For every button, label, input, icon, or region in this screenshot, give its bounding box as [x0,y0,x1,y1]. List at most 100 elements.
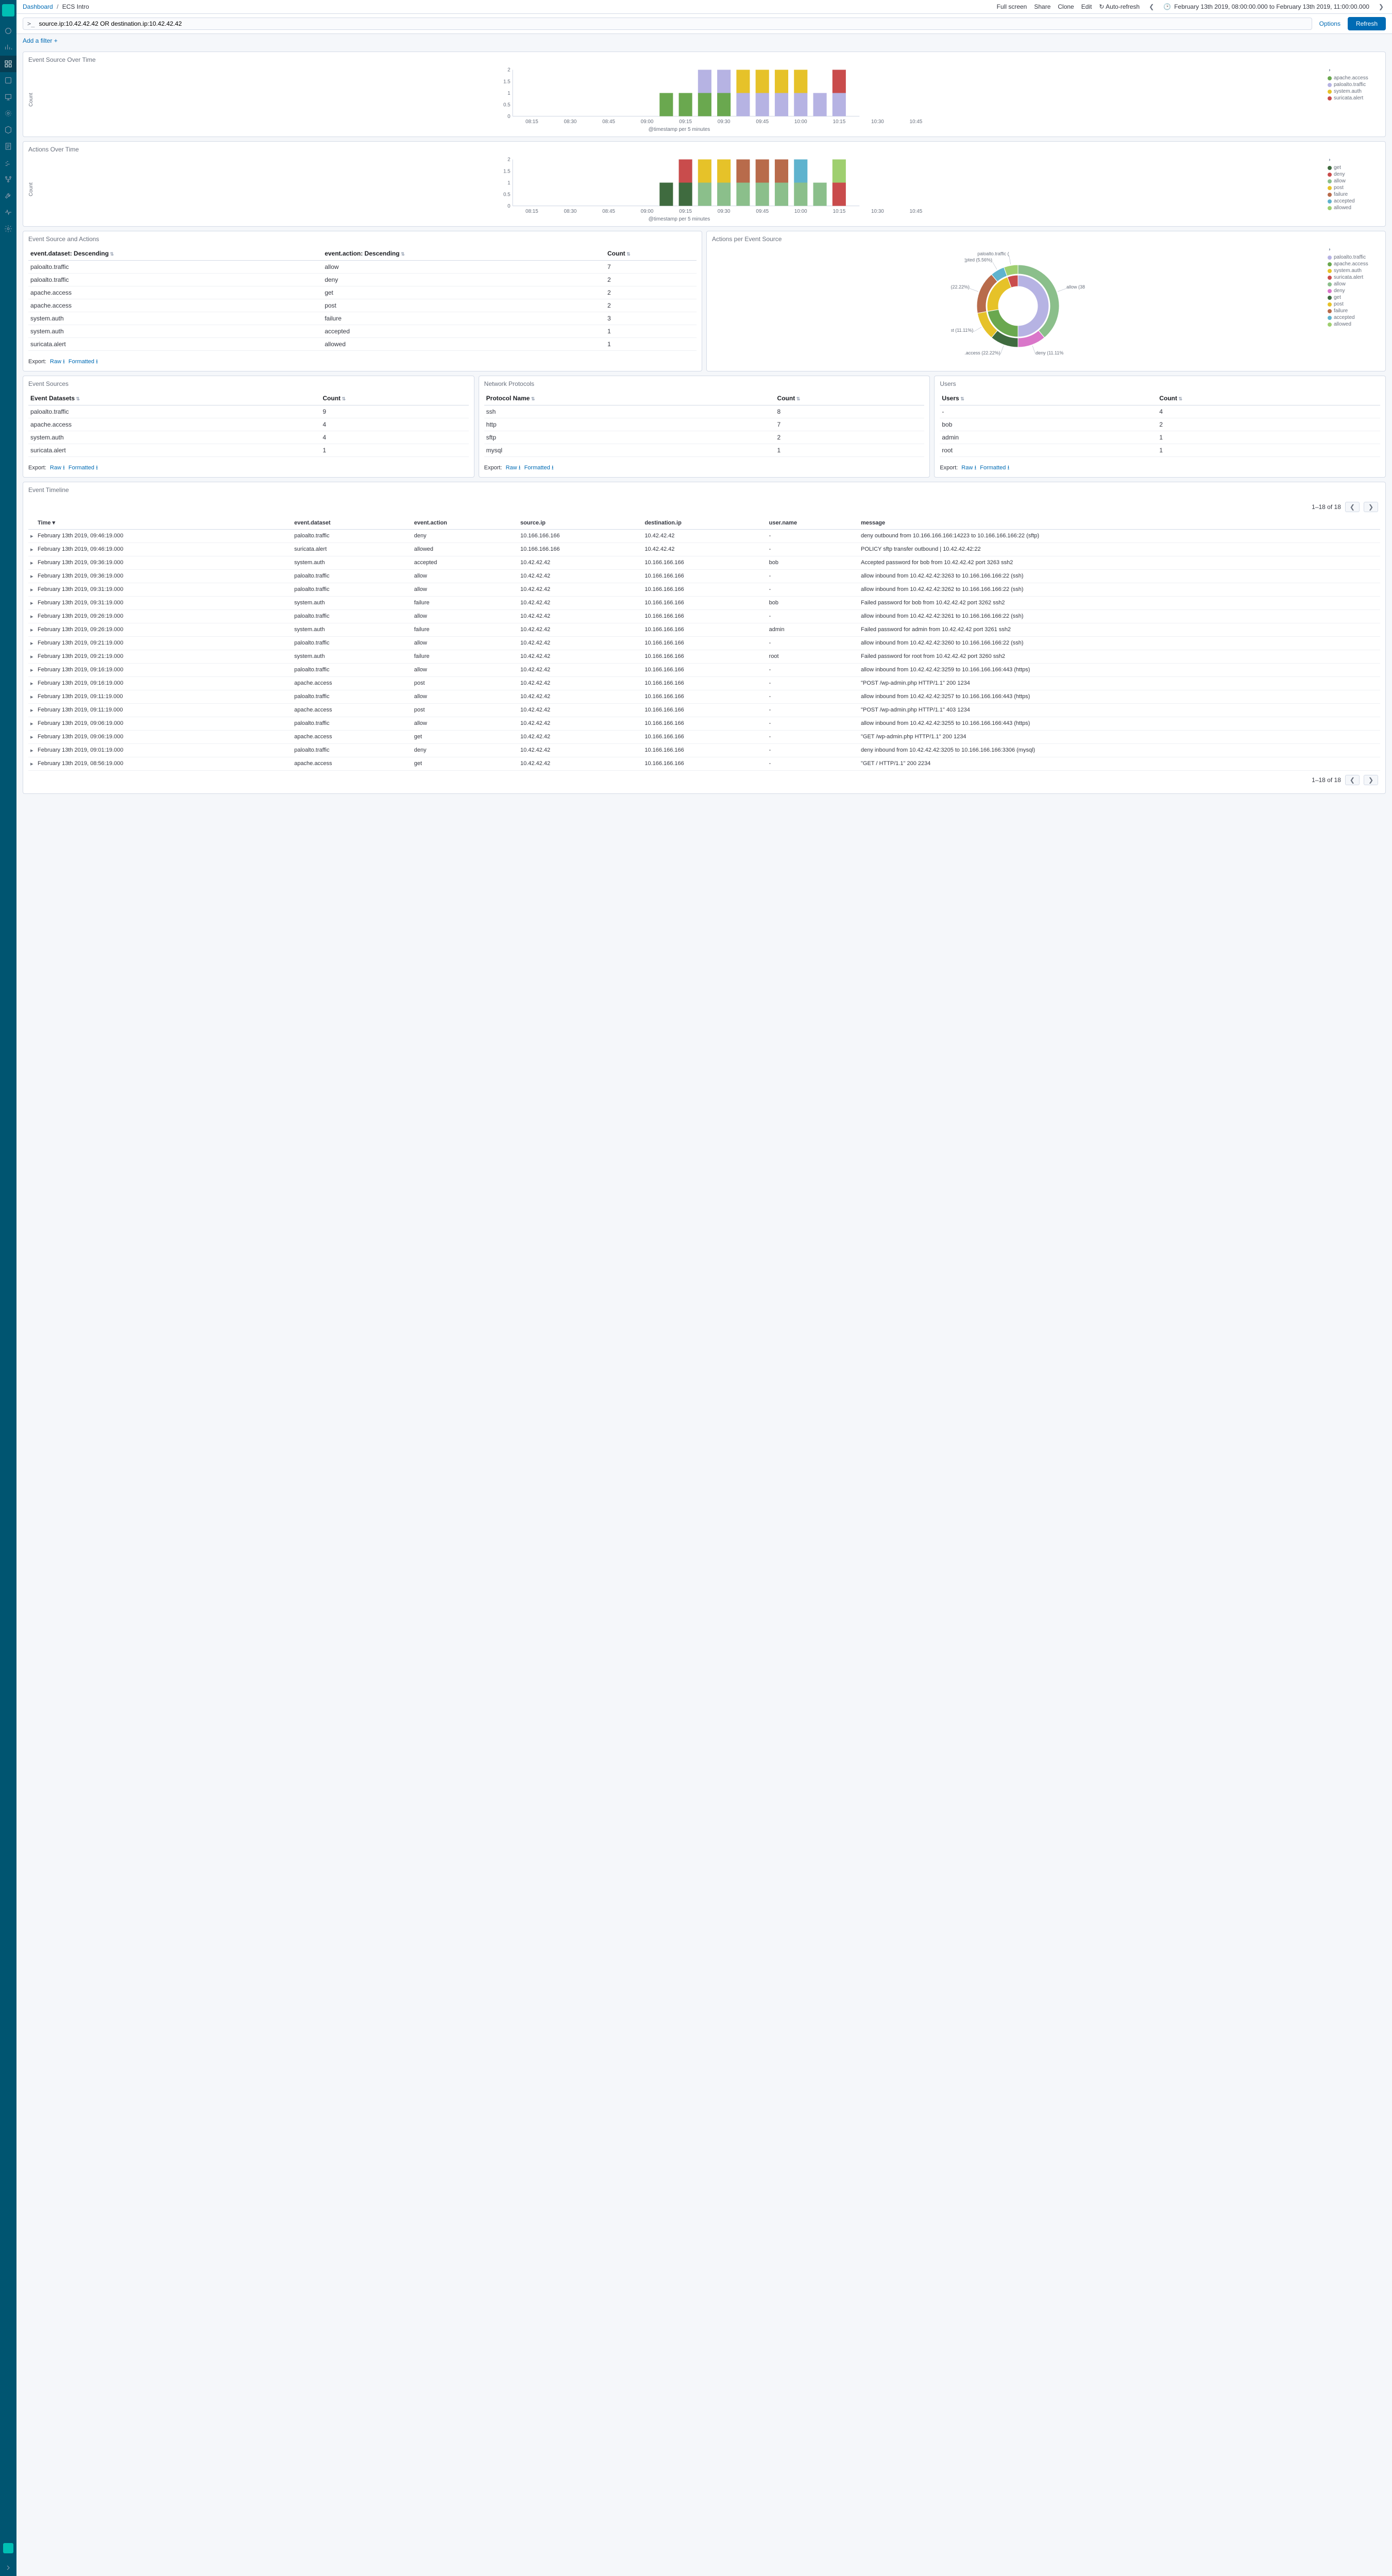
expand-row-icon[interactable]: ▸ [28,543,36,556]
timerange-next-icon[interactable]: ❯ [1377,3,1386,10]
legend-item[interactable]: suricata.alert [1328,95,1380,101]
timerange-prev-icon[interactable]: ❮ [1147,3,1156,10]
export-formatted[interactable]: Formatted ⭳ [69,465,98,471]
nav-management-icon[interactable] [0,221,16,237]
table-row[interactable]: ▸February 13th 2019, 09:21:19.000system.… [28,650,1380,664]
table-row[interactable]: ▸February 13th 2019, 09:21:19.000paloalt… [28,637,1380,650]
breadcrumb-root[interactable]: Dashboard [23,3,53,10]
table-row[interactable]: ▸February 13th 2019, 09:06:19.000paloalt… [28,717,1380,731]
legend-item[interactable]: accepted [1328,198,1380,204]
column-header[interactable]: Count [605,247,697,261]
table-row[interactable]: ▸February 13th 2019, 09:26:19.000system.… [28,623,1380,637]
expand-row-icon[interactable]: ▸ [28,664,36,677]
table-row[interactable]: ▸February 13th 2019, 09:16:19.000paloalt… [28,664,1380,677]
expand-row-icon[interactable]: ▸ [28,610,36,623]
legend-item[interactable]: paloalto.traffic [1328,82,1380,88]
table-row[interactable]: ▸February 13th 2019, 09:16:19.000apache.… [28,677,1380,690]
legend-toggle-icon[interactable]: ◑ [1328,247,1380,252]
pager-next[interactable]: ❯ [1364,502,1378,512]
legend-item[interactable]: suricata.alert [1328,275,1380,280]
legend-item[interactable]: failure [1328,192,1380,197]
expand-row-icon[interactable]: ▸ [28,650,36,664]
pager-prev[interactable]: ❮ [1345,775,1360,785]
nav-timelion-icon[interactable] [0,72,16,89]
column-header[interactable]: Count [775,392,925,405]
pager-prev[interactable]: ❮ [1345,502,1360,512]
nav-discover-icon[interactable] [0,23,16,39]
column-header[interactable]: Event Datasets [28,392,320,405]
query-options[interactable]: Options [1319,20,1340,27]
nav-apm-icon[interactable] [0,155,16,171]
column-header[interactable]: destination.ip [642,516,767,530]
legend-item[interactable]: system.auth [1328,89,1380,94]
legend-item[interactable]: failure [1328,308,1380,314]
table-row[interactable]: ▸February 13th 2019, 09:26:19.000paloalt… [28,610,1380,623]
table-row[interactable]: admin1 [940,431,1380,444]
table-row[interactable]: sftp2 [484,431,925,444]
table-row[interactable]: ▸February 13th 2019, 09:06:19.000apache.… [28,731,1380,744]
menu-fullscreen[interactable]: Full screen [997,3,1027,10]
legend-item[interactable]: allowed [1328,321,1380,327]
menu-clone[interactable]: Clone [1058,3,1074,10]
column-header[interactable]: event.action: Descending [322,247,605,261]
expand-row-icon[interactable]: ▸ [28,757,36,771]
expand-row-icon[interactable]: ▸ [28,731,36,744]
legend-item[interactable]: system.auth [1328,268,1380,274]
legend-item[interactable]: post [1328,185,1380,191]
legend-item[interactable]: get [1328,295,1380,300]
legend-toggle-icon[interactable]: ◑ [1328,67,1380,73]
export-formatted[interactable]: Formatted ⭳ [69,359,98,365]
nav-collapse-icon[interactable] [0,2560,16,2576]
legend-item[interactable]: apache.access [1328,75,1380,81]
expand-row-icon[interactable]: ▸ [28,597,36,610]
expand-row-icon[interactable]: ▸ [28,623,36,637]
timerange-picker[interactable]: 🕑 February 13th 2019, 08:00:00.000 to Fe… [1163,3,1369,10]
table-row[interactable]: ▸February 13th 2019, 09:36:19.000system.… [28,556,1380,570]
menu-edit[interactable]: Edit [1081,3,1092,10]
menu-autorefresh[interactable]: ↻ Auto-refresh [1099,3,1140,10]
expand-row-icon[interactable]: ▸ [28,570,36,583]
expand-row-icon[interactable]: ▸ [28,744,36,757]
table-row[interactable]: ▸February 13th 2019, 09:36:19.000paloalt… [28,570,1380,583]
table-row[interactable]: http7 [484,418,925,431]
column-header[interactable]: event.dataset [292,516,412,530]
nav-bottom-icon[interactable] [3,2543,13,2553]
legend-item[interactable]: apache.access [1328,261,1380,267]
column-header[interactable]: Time ▾ [36,516,292,530]
table-row[interactable]: ▸February 13th 2019, 09:46:19.000suricat… [28,543,1380,556]
table-row[interactable]: mysql1 [484,444,925,457]
nav-infra-icon[interactable] [0,122,16,138]
table-row[interactable]: system.authfailure3 [28,312,697,325]
column-header[interactable]: event.dataset: Descending [28,247,322,261]
table-row[interactable]: suricata.alert1 [28,444,469,457]
table-row[interactable]: paloalto.trafficallow7 [28,261,697,274]
expand-row-icon[interactable]: ▸ [28,556,36,570]
kibana-logo[interactable] [2,4,14,16]
expand-row-icon[interactable]: ▸ [28,690,36,704]
table-row[interactable]: ▸February 13th 2019, 09:46:19.000paloalt… [28,530,1380,543]
table-row[interactable]: ▸February 13th 2019, 09:31:19.000system.… [28,597,1380,610]
export-raw[interactable]: Raw ⭳ [506,465,521,471]
table-row[interactable]: paloalto.trafficdeny2 [28,274,697,286]
refresh-button[interactable]: Refresh [1348,17,1386,30]
table-row[interactable]: suricata.alertallowed1 [28,338,697,351]
expand-row-icon[interactable]: ▸ [28,530,36,543]
table-row[interactable]: paloalto.traffic9 [28,405,469,418]
menu-share[interactable]: Share [1034,3,1050,10]
nav-devtools-icon[interactable] [0,188,16,204]
nav-ml-icon[interactable] [0,105,16,122]
export-raw[interactable]: Raw ⭳ [50,465,65,471]
expand-row-icon[interactable]: ▸ [28,704,36,717]
nav-visualize-icon[interactable] [0,39,16,56]
table-row[interactable]: ▸February 13th 2019, 08:56:19.000apache.… [28,757,1380,771]
legend-item[interactable]: allowed [1328,205,1380,211]
expand-row-icon[interactable]: ▸ [28,677,36,690]
nav-monitoring-icon[interactable] [0,204,16,221]
column-header[interactable]: Count [320,392,468,405]
export-formatted[interactable]: Formatted ⭳ [524,465,554,471]
legend-item[interactable]: deny [1328,288,1380,294]
column-header[interactable]: source.ip [518,516,642,530]
query-box[interactable]: >_ [23,18,1312,30]
nav-dashboard-icon[interactable] [0,56,16,72]
column-header[interactable]: event.action [412,516,518,530]
